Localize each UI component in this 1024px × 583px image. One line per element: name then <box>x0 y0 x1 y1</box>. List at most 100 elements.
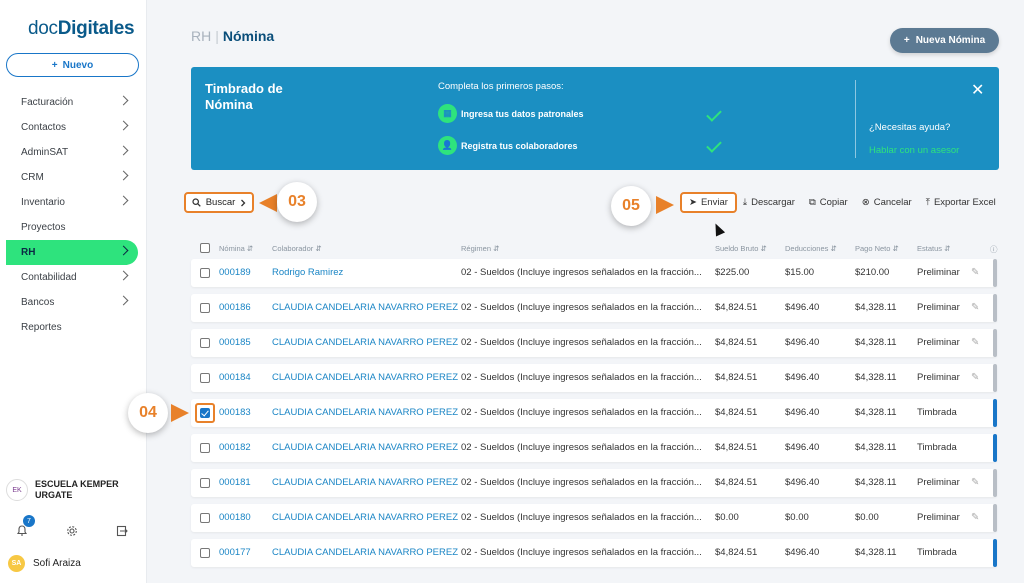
row-checkbox[interactable] <box>200 408 210 418</box>
header-colaborador[interactable]: Colaborador ⇵ <box>272 244 322 253</box>
table-row[interactable]: 000183 CLAUDIA CANDELARIA NAVARRO PEREZ 02… <box>191 399 997 427</box>
banner-title: Timbrado de Nómina <box>205 81 283 112</box>
edit-icon[interactable]: ✎ <box>971 267 980 278</box>
sidebar-item-proyectos[interactable]: Proyectos <box>0 215 147 240</box>
sidebar-item-facturacin[interactable]: Facturación <box>0 90 147 115</box>
neto-cell: $4,328.11 <box>855 372 897 383</box>
header-deducciones[interactable]: Deducciones ⇵ <box>785 244 837 253</box>
table-row[interactable]: 000189 Rodrigo Ramirez 02 - Sueldos (Inclu… <box>191 259 997 287</box>
breadcrumb-root[interactable]: RH <box>191 28 212 44</box>
sidebar-item-crm[interactable]: CRM <box>0 165 147 190</box>
row-checkbox[interactable] <box>200 338 210 348</box>
sueldo-cell: $4,824.51 <box>715 442 758 453</box>
copy-icon: ⧉ <box>808 197 816 208</box>
check-icon <box>706 106 722 122</box>
nomina-id-link[interactable]: 000189 <box>219 267 251 278</box>
nomina-id-link[interactable]: 000183 <box>219 407 251 418</box>
row-checkbox[interactable] <box>200 478 210 488</box>
sidebar-item-inventario[interactable]: Inventario <box>0 190 147 215</box>
send-label: Enviar <box>700 197 728 208</box>
sidebar-item-rh[interactable]: RH <box>6 240 138 265</box>
copy-button[interactable]: ⧉ Copiar <box>809 192 848 213</box>
header-neto[interactable]: Pago Neto ⇵ <box>855 244 899 253</box>
search-button[interactable]: Buscar <box>184 192 254 213</box>
nomina-id-link[interactable]: 000181 <box>219 477 251 488</box>
sueldo-cell: $225.00 <box>715 267 750 278</box>
cancel-button[interactable]: ⊗ Cancelar <box>862 192 912 213</box>
colaborador-link[interactable]: CLAUDIA CANDELARIA NAVARRO PEREZ <box>272 407 459 418</box>
callout-arrow <box>259 194 277 212</box>
sidebar: docDigitales + Nuevo Facturación Contactos… <box>0 0 147 583</box>
colaborador-link[interactable]: CLAUDIA CANDELARIA NAVARRO PEREZ <box>272 442 459 453</box>
edit-icon[interactable]: ✎ <box>971 302 980 313</box>
help-link[interactable]: Hablar con un asesor <box>869 145 960 156</box>
sidebar-item-contabilidad[interactable]: Contabilidad <box>0 265 147 290</box>
nomina-id-link[interactable]: 000184 <box>219 372 251 383</box>
close-icon[interactable]: ✕ <box>971 82 985 99</box>
step-colaboradores[interactable]: 👤 Registra tus colaboradores <box>438 136 578 155</box>
deducciones-cell: $496.40 <box>785 442 820 453</box>
status-cell: Preliminar <box>917 372 960 383</box>
colaborador-link[interactable]: CLAUDIA CANDELARIA NAVARRO PEREZ <box>272 337 459 348</box>
colaborador-link[interactable]: CLAUDIA CANDELARIA NAVARRO PEREZ <box>272 547 459 558</box>
nomina-id-link[interactable]: 000185 <box>219 337 251 348</box>
colaborador-link[interactable]: Rodrigo Ramirez <box>272 267 344 278</box>
sidebar-item-reportes[interactable]: Reportes <box>0 315 147 340</box>
user-profile[interactable]: SA Sofi Araiza <box>8 555 81 572</box>
new-payroll-button[interactable]: + Nueva Nómina <box>890 28 999 53</box>
select-all-checkbox[interactable] <box>200 243 210 253</box>
nomina-id-link[interactable]: 000177 <box>219 547 251 558</box>
colaborador-link[interactable]: CLAUDIA CANDELARIA NAVARRO PEREZ <box>272 372 459 383</box>
export-excel-button[interactable]: ⤒ Exportar Excel <box>926 192 996 213</box>
sidebar-item-adminsat[interactable]: AdminSAT <box>0 140 147 165</box>
new-button[interactable]: + Nuevo <box>6 53 139 77</box>
row-checkbox[interactable] <box>200 303 210 313</box>
colaborador-link[interactable]: CLAUDIA CANDELARIA NAVARRO PEREZ <box>272 512 459 523</box>
table-row[interactable]: 000182 CLAUDIA CANDELARIA NAVARRO PEREZ 02… <box>191 434 997 462</box>
colaborador-link[interactable]: CLAUDIA CANDELARIA NAVARRO PEREZ <box>272 302 459 313</box>
header-regimen[interactable]: Régimen ⇵ <box>461 244 500 253</box>
nomina-id-link[interactable]: 000182 <box>219 442 251 453</box>
table-row[interactable]: 000185 CLAUDIA CANDELARIA NAVARRO PEREZ 02… <box>191 329 997 357</box>
status-cell: Preliminar <box>917 267 960 278</box>
check-icon <box>706 137 722 153</box>
onboarding-banner: Timbrado de Nómina Completa los primeros… <box>191 67 999 170</box>
row-checkbox[interactable] <box>200 373 210 383</box>
row-checkbox[interactable] <box>200 443 210 453</box>
edit-icon[interactable]: ✎ <box>971 477 980 488</box>
gear-icon[interactable] <box>62 521 82 541</box>
edit-icon[interactable]: ✎ <box>971 372 980 383</box>
header-nomina[interactable]: Nómina ⇵ <box>219 244 254 253</box>
table-row[interactable]: 000177 CLAUDIA CANDELARIA NAVARRO PEREZ 02… <box>191 539 997 567</box>
regimen-cell: 02 - Sueldos (Incluye ingresos señalados… <box>461 477 702 488</box>
regimen-cell: 02 - Sueldos (Incluye ingresos señalados… <box>461 512 702 523</box>
deducciones-cell: $496.40 <box>785 372 820 383</box>
download-button[interactable]: ⤓ Descargar <box>743 192 795 213</box>
logout-icon[interactable] <box>112 521 132 541</box>
sidebar-item-contactos[interactable]: Contactos <box>0 115 147 140</box>
info-icon[interactable]: ⓘ <box>990 245 998 254</box>
new-button-label: Nuevo <box>62 59 94 71</box>
table-row[interactable]: 000181 CLAUDIA CANDELARIA NAVARRO PEREZ 02… <box>191 469 997 497</box>
table-row[interactable]: 000180 CLAUDIA CANDELARIA NAVARRO PEREZ 02… <box>191 504 997 532</box>
edit-icon[interactable]: ✎ <box>971 512 980 523</box>
step-patronal[interactable]: ▦ Ingresa tus datos patronales <box>438 104 584 123</box>
row-checkbox[interactable] <box>200 548 210 558</box>
logo[interactable]: docDigitales <box>28 18 135 40</box>
sidebar-item-bancos[interactable]: Bancos <box>0 290 147 315</box>
edit-icon[interactable]: ✎ <box>971 337 980 348</box>
header-estatus[interactable]: Estatus ⇵ <box>917 244 951 253</box>
neto-cell: $4,328.11 <box>855 337 897 348</box>
sidebar-icon-bar: 7 <box>12 515 132 542</box>
table-row[interactable]: 000186 CLAUDIA CANDELARIA NAVARRO PEREZ 02… <box>191 294 997 322</box>
colaborador-link[interactable]: CLAUDIA CANDELARIA NAVARRO PEREZ <box>272 477 459 488</box>
header-sueldo[interactable]: Sueldo Bruto ⇵ <box>715 244 767 253</box>
bell-icon[interactable]: 7 <box>12 515 35 541</box>
nomina-id-link[interactable]: 000186 <box>219 302 251 313</box>
company-selector[interactable]: EK ESCUELA KEMPER URGATE <box>6 479 142 501</box>
row-checkbox[interactable] <box>200 513 210 523</box>
nomina-id-link[interactable]: 000180 <box>219 512 251 523</box>
table-row[interactable]: 000184 CLAUDIA CANDELARIA NAVARRO PEREZ 02… <box>191 364 997 392</box>
send-button[interactable]: ➤ Enviar <box>680 192 737 213</box>
row-checkbox[interactable] <box>200 268 210 278</box>
